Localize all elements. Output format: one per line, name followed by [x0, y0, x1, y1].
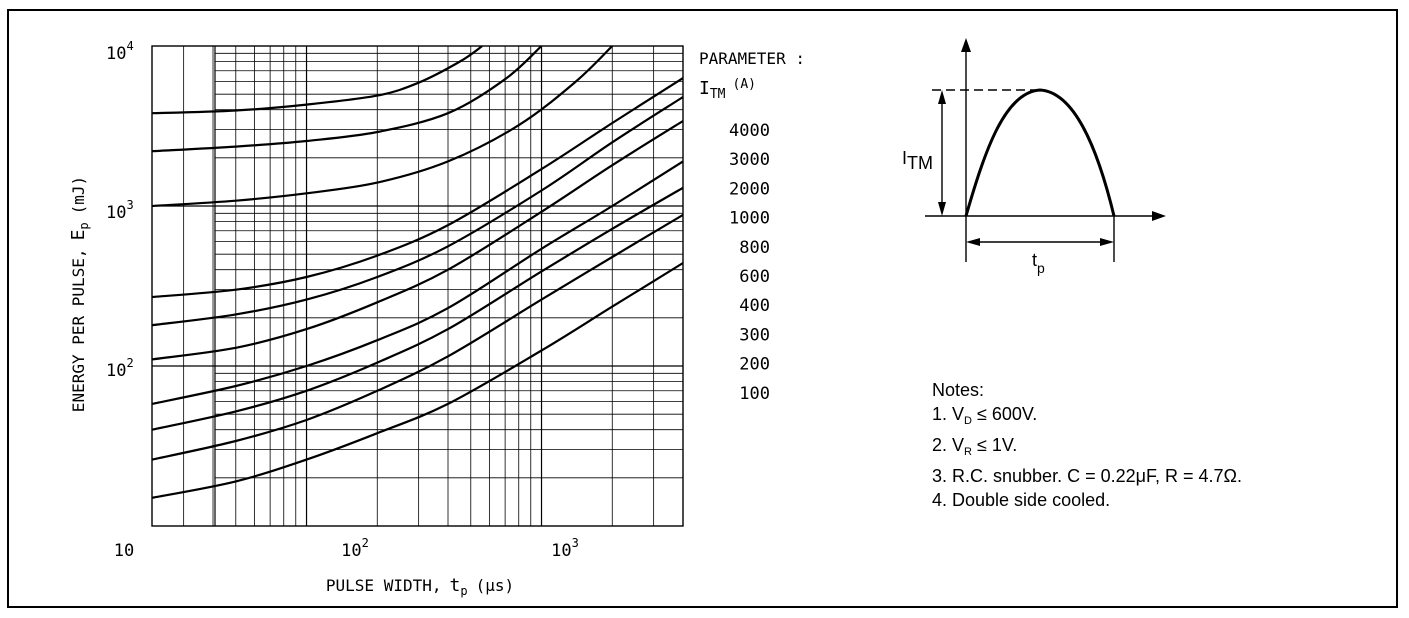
note-3: 3. R.C. snubber. C = 0.22μF, R = 4.7Ω.	[932, 466, 1242, 486]
notes-block: Notes: 1. VD ≤ 600V. 2. VR ≤ 1V. 3. R.C.…	[932, 378, 1392, 512]
legend-entry: 200	[739, 355, 770, 375]
series-line-300	[152, 186, 683, 431]
series-line-4000	[152, 46, 483, 115]
legend-entry: 800	[739, 238, 770, 258]
y-axis-label: ENERGY PER PULSE,Ep(mJ)	[68, 176, 91, 412]
legend-entry: 400	[739, 296, 770, 316]
note-2: 2. VR ≤ 1V.	[932, 435, 1018, 458]
legend-entry: 300	[739, 325, 770, 345]
amplitude-arrow-down-icon	[938, 202, 946, 216]
legend-entries: 4000 3000 2000 1000 800 600 400 300 200 100	[729, 121, 770, 404]
series-line-200	[152, 213, 683, 461]
legend-entry: 3000	[729, 150, 770, 170]
series-line-1000	[152, 77, 683, 299]
legend-entry: 100	[739, 384, 770, 404]
y-tick-label: 104	[106, 39, 134, 64]
x-tick-label: 102	[341, 536, 369, 561]
pulse-waveform-diagram: ITM tp	[902, 38, 1166, 276]
series-line-800	[152, 96, 683, 327]
series-line-3000	[152, 46, 543, 153]
legend-entry: 4000	[729, 121, 770, 141]
series-line-600	[152, 120, 683, 361]
major-grid	[152, 46, 683, 526]
width-arrow-left-icon	[966, 238, 980, 246]
half-sine-pulse	[964, 88, 1116, 217]
notes-heading: Notes:	[932, 380, 985, 400]
minor-grid	[183, 46, 683, 526]
plot-frame	[151, 45, 684, 527]
up-arrow-icon	[961, 38, 971, 52]
note-4: 4. Double side cooled.	[932, 490, 1111, 510]
amplitude-arrow-up-icon	[938, 90, 946, 104]
y-tick-label: 102	[106, 356, 134, 381]
y-tick-label: 103	[106, 198, 134, 223]
series-curves	[152, 46, 683, 499]
legend-title: PARAMETER :	[699, 49, 805, 68]
width-arrow-right-icon	[1100, 238, 1114, 246]
x-tick-label: 103	[551, 536, 579, 561]
legend-entry: 1000	[729, 209, 770, 229]
figure-frame	[7, 9, 1398, 608]
series-line-400	[152, 160, 683, 405]
legend-entry: 2000	[729, 179, 770, 199]
legend-entry: 600	[739, 267, 770, 287]
x-tick-label: 10	[114, 541, 134, 561]
x-axis-label: PULSE WIDTH, tp (μs)	[326, 575, 514, 598]
pulse-width-label: tp	[1032, 250, 1045, 276]
right-arrow-icon	[1152, 211, 1166, 221]
series-line-2000	[152, 46, 614, 208]
series-line-100	[152, 262, 683, 499]
note-1: 1. VD ≤ 600V.	[932, 404, 1038, 427]
legend-parameter: ITM(A)	[699, 77, 756, 102]
amplitude-label: ITM	[902, 148, 933, 173]
